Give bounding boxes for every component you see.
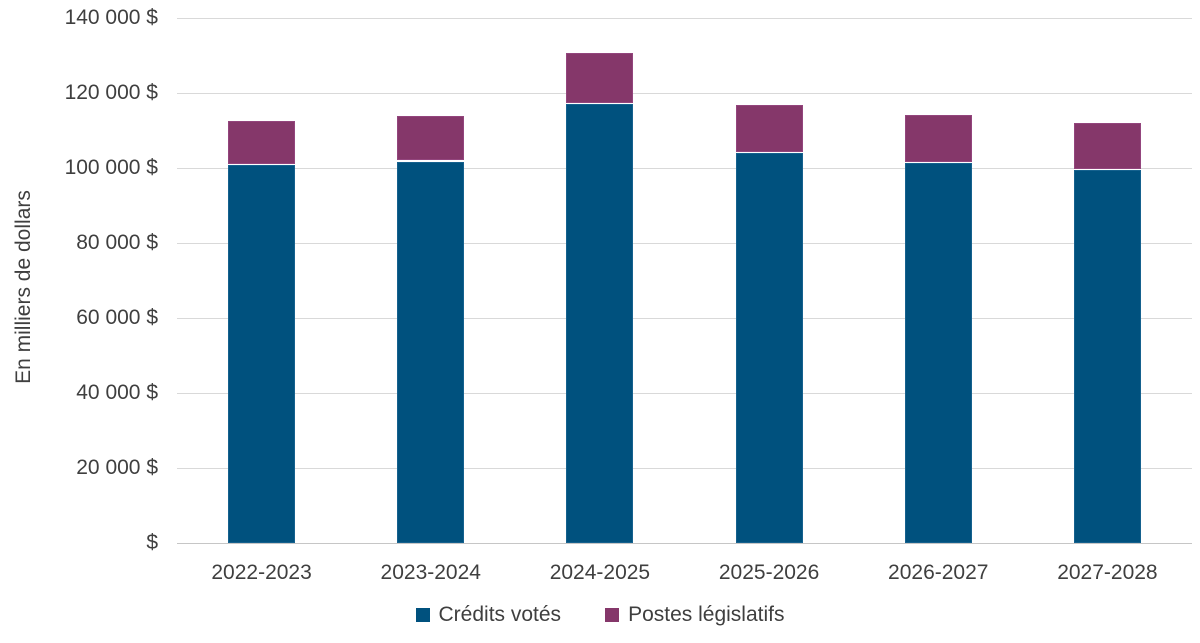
y-tick-label: 140 000 $ <box>64 6 158 29</box>
x-axis-label: 2022-2023 <box>211 561 312 584</box>
bar-segment-credits-votes <box>904 163 972 543</box>
x-axis-label: 2025-2026 <box>718 561 820 584</box>
legend-swatch-icon <box>605 608 620 622</box>
chart-legend: Crédits votés Postes législatifs <box>0 603 1200 627</box>
gridline <box>177 317 1192 319</box>
y-tick-label: 60 000 $ <box>76 306 158 329</box>
x-axis-label: 2024-2025 <box>549 561 651 584</box>
y-axis-title: En milliers de dollars <box>12 190 35 384</box>
bar-segment-postes-legislatifs <box>904 115 972 162</box>
bar-segment-credits-votes <box>735 153 803 543</box>
x-axis-label: 2027-2028 <box>1057 561 1158 584</box>
gridline <box>177 92 1192 94</box>
y-tick-label: 120 000 $ <box>64 81 158 104</box>
gridline <box>177 17 1192 19</box>
bar-segment-credits-votes <box>566 104 634 543</box>
bar-segment-postes-legislatifs <box>228 121 296 164</box>
bar-segment-postes-legislatifs <box>1073 122 1141 169</box>
bar-segment-postes-legislatifs <box>735 104 803 152</box>
legend-item-postes-legislatifs: Postes législatifs <box>605 603 784 627</box>
bar-segment-credits-votes <box>397 161 465 543</box>
legend-swatch-icon <box>415 608 430 622</box>
x-axis-baseline <box>177 542 1192 544</box>
x-axis-label: 2023-2024 <box>380 561 481 584</box>
y-tick-label: 40 000 $ <box>76 381 158 404</box>
y-tick-label: $ <box>146 531 158 554</box>
gridline <box>177 467 1192 469</box>
y-tick-label: 80 000 $ <box>76 231 158 254</box>
legend-label: Postes législatifs <box>628 603 785 626</box>
legend-label: Crédits votés <box>438 603 562 626</box>
x-axis-label: 2026-2027 <box>888 561 989 584</box>
gridline <box>177 392 1192 394</box>
bar-segment-credits-votes <box>1073 170 1141 543</box>
y-tick-label: 20 000 $ <box>76 456 158 479</box>
bar-segment-postes-legislatifs <box>397 115 465 161</box>
bar-segment-credits-votes <box>228 165 296 543</box>
gridline <box>177 167 1192 169</box>
gridline <box>177 242 1192 244</box>
legend-item-credits-votes: Crédits votés <box>415 603 562 627</box>
bar-segment-postes-legislatifs <box>566 52 634 103</box>
y-tick-label: 100 000 $ <box>64 156 158 179</box>
